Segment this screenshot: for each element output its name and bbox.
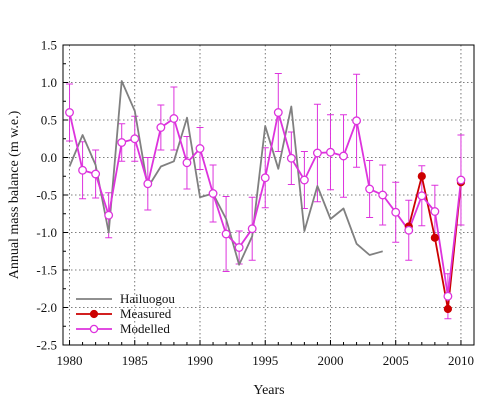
modelled-point xyxy=(117,138,127,147)
x-tick-label: 1995 xyxy=(252,353,278,368)
modelled-point xyxy=(65,108,74,117)
x-tick-label: 2010 xyxy=(448,353,474,368)
modelled-point xyxy=(143,179,153,189)
y-tick-label: -0.5 xyxy=(36,188,57,203)
modelled-point xyxy=(339,151,348,161)
x-axis-title: Years xyxy=(253,383,284,398)
legend-label-modelled: Modelled xyxy=(120,321,170,336)
y-tick-label: 0.0 xyxy=(41,150,57,165)
modelled-point xyxy=(430,207,440,216)
modelled-point xyxy=(130,134,140,144)
modelled-point xyxy=(104,210,114,220)
legend-marker-measured xyxy=(89,309,99,319)
modelled-point xyxy=(234,243,244,252)
legend: Hailuogou Measured Modelled xyxy=(76,291,175,336)
axis-ticks: 1980 1985 1990 1995 2000 2005 2010 -2.5 -2.0 -1.5… xyxy=(36,38,475,368)
modelled-point xyxy=(312,148,322,158)
measured-point xyxy=(430,233,439,242)
modelled-point xyxy=(286,153,296,163)
modelled-point xyxy=(404,225,414,235)
modelled-point xyxy=(443,291,453,301)
modelled-point xyxy=(299,175,309,185)
modelled-point xyxy=(352,116,362,126)
y-tick-label: 1.5 xyxy=(41,38,57,53)
modelled-point xyxy=(195,144,205,153)
x-tick-label: 1985 xyxy=(122,353,148,368)
modelled-point xyxy=(208,189,218,198)
legend-label-hailuogou: Hailuogou xyxy=(120,291,175,306)
modelled-point xyxy=(169,114,179,123)
series-line-hailuogou xyxy=(68,80,383,266)
modelled-point xyxy=(391,207,401,217)
modelled-point xyxy=(260,173,270,183)
y-tick-label: -1.5 xyxy=(36,263,57,278)
modelled-point xyxy=(326,147,335,157)
modelled-point xyxy=(273,108,283,117)
x-tick-label: 2005 xyxy=(383,353,409,368)
legend-marker-modelled xyxy=(89,324,99,334)
x-tick-label: 2000 xyxy=(317,353,343,368)
y-tick-label: -1.0 xyxy=(36,225,57,240)
x-tick-label: 1990 xyxy=(187,353,213,368)
modelled-point xyxy=(78,165,88,175)
series-markers xyxy=(65,108,466,314)
modelled-point xyxy=(247,224,257,234)
modelled-point xyxy=(156,123,166,132)
modelled-point xyxy=(378,190,388,200)
modelled-point xyxy=(417,191,427,201)
y-tick-label: 0.5 xyxy=(41,113,57,128)
y-tick-label: -2.5 xyxy=(36,338,57,353)
x-tick-label: 1980 xyxy=(57,353,83,368)
y-tick-label: 1.0 xyxy=(41,75,57,90)
legend-label-measured: Measured xyxy=(120,306,172,321)
modelled-point xyxy=(91,169,101,179)
modelled-point xyxy=(221,229,231,239)
y-tick-label: -2.0 xyxy=(36,300,57,315)
measured-point xyxy=(443,304,453,314)
y-axis-title: Annual mass balance (m w.e.) xyxy=(7,110,22,279)
modelled-point xyxy=(365,184,375,194)
measured-point xyxy=(417,172,426,181)
modelled-point xyxy=(182,158,192,168)
modelled-point xyxy=(456,175,466,185)
